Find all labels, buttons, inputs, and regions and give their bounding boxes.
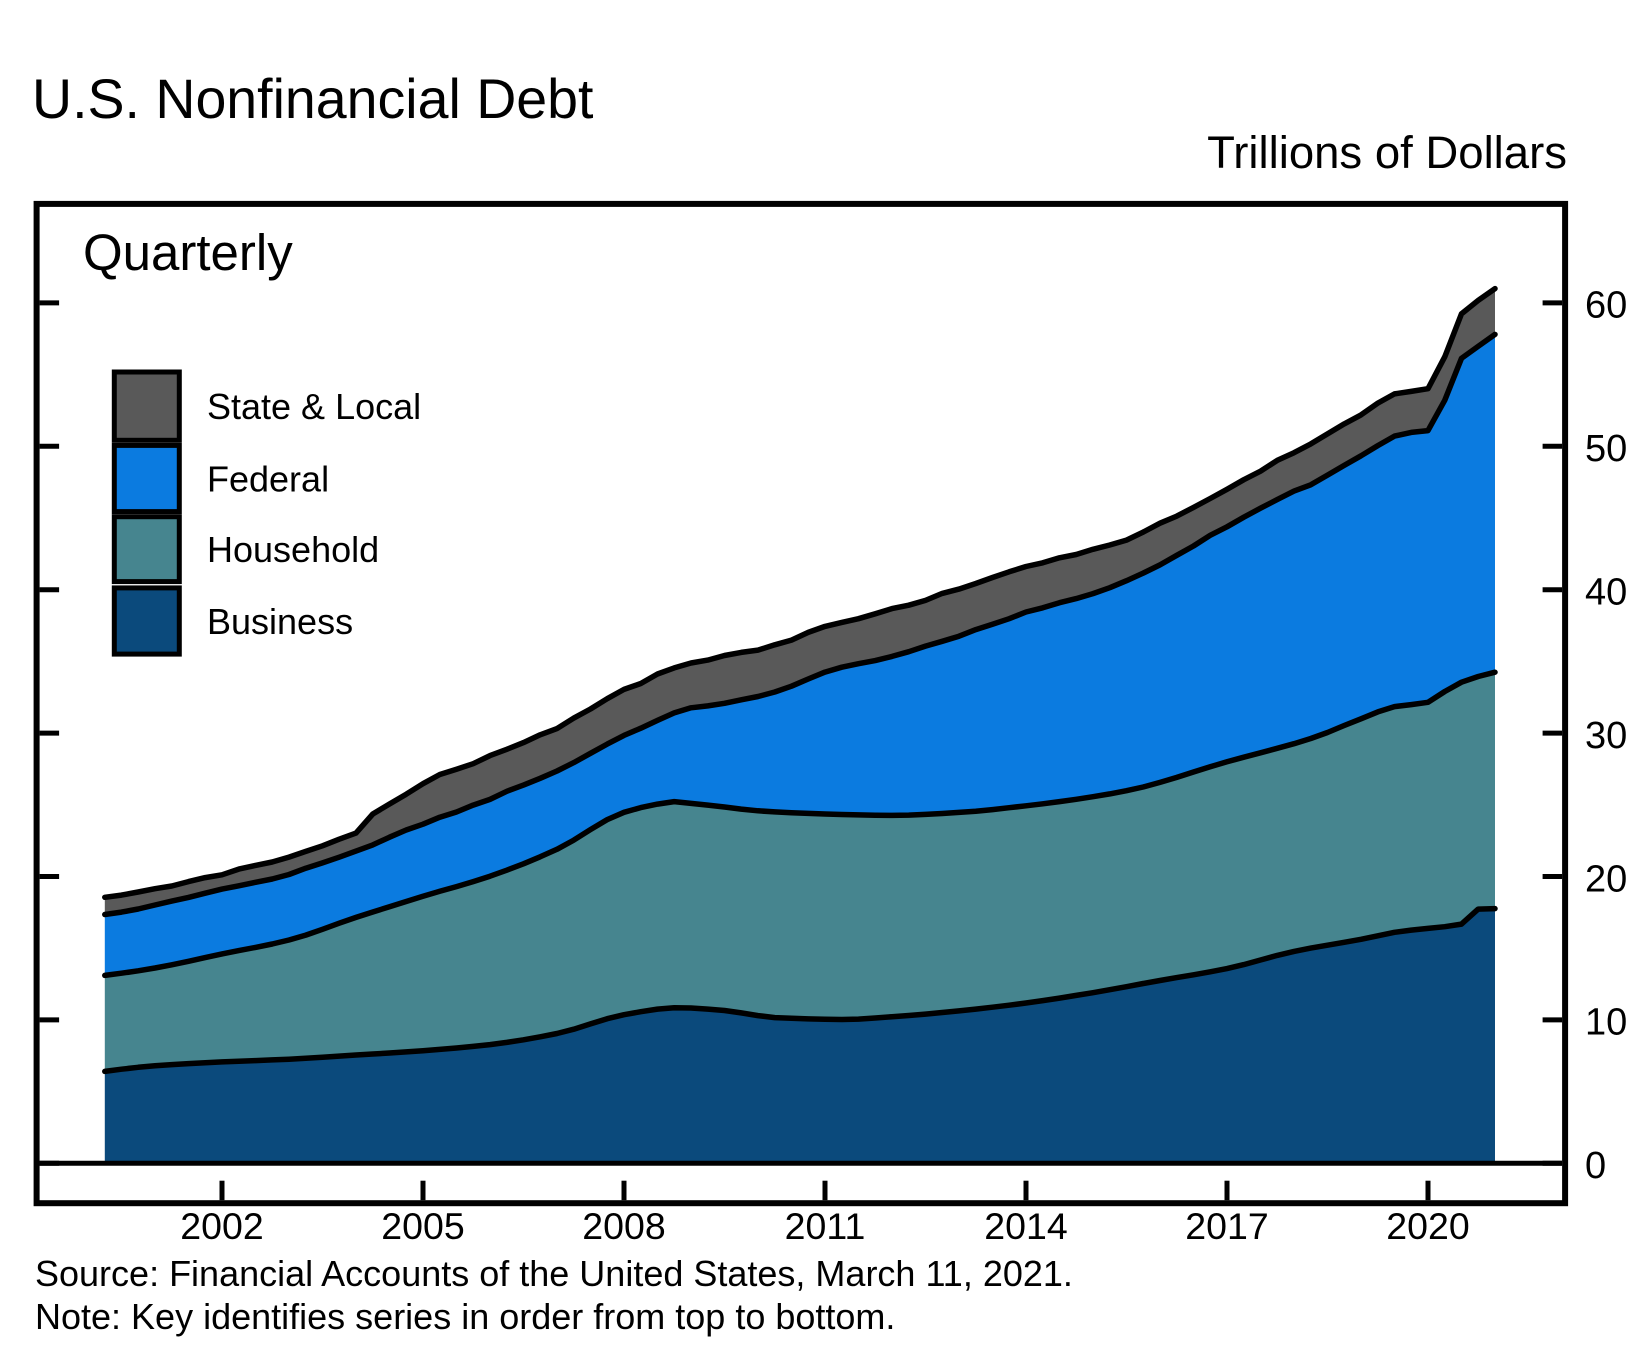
svg-text:2020: 2020	[1386, 1205, 1469, 1247]
svg-text:Note: Key identifies series in: Note: Key identifies series in order fro…	[35, 1296, 895, 1337]
svg-text:Trillions of Dollars: Trillions of Dollars	[1207, 127, 1567, 178]
svg-text:State & Local: State & Local	[207, 386, 421, 427]
svg-text:2011: 2011	[785, 1205, 866, 1247]
svg-text:Household: Household	[207, 529, 379, 570]
svg-text:10: 10	[1585, 1002, 1627, 1044]
svg-text:40: 40	[1585, 572, 1627, 614]
svg-text:2005: 2005	[381, 1205, 464, 1247]
svg-text:0: 0	[1585, 1145, 1606, 1187]
svg-text:Business: Business	[207, 601, 353, 642]
svg-text:60: 60	[1585, 285, 1627, 327]
svg-text:2008: 2008	[582, 1205, 665, 1247]
svg-text:20: 20	[1585, 858, 1627, 900]
svg-text:2014: 2014	[984, 1205, 1067, 1247]
svg-text:30: 30	[1585, 715, 1627, 757]
svg-text:Source: Financial Accounts of: Source: Financial Accounts of the United…	[35, 1253, 1073, 1294]
svg-text:2017: 2017	[1185, 1205, 1268, 1247]
svg-text:2002: 2002	[180, 1205, 263, 1247]
svg-text:50: 50	[1585, 428, 1627, 470]
svg-text:Quarterly: Quarterly	[83, 224, 293, 281]
svg-text:Federal: Federal	[207, 459, 329, 500]
svg-text:U.S. Nonfinancial Debt: U.S. Nonfinancial Debt	[32, 68, 594, 130]
